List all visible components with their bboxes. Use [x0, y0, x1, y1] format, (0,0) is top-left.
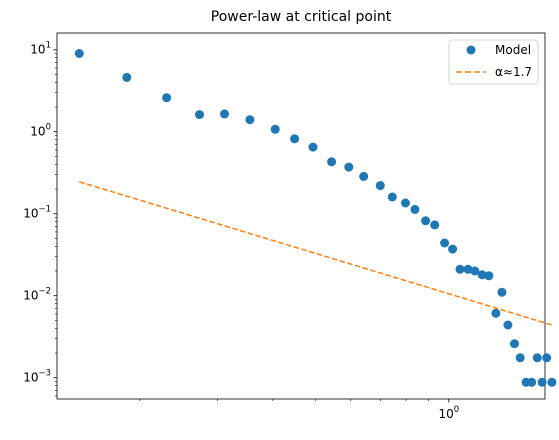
y-tick-label: 10−3	[23, 369, 51, 385]
y-tick-base: 10	[23, 289, 38, 303]
x-tick-label: 100	[438, 405, 459, 421]
model-data-point	[542, 353, 552, 363]
y-tick-label: 101	[30, 41, 51, 57]
power-law-fit-line	[79, 181, 553, 326]
model-data-point	[410, 204, 420, 214]
y-tick-base: 10	[23, 371, 38, 385]
model-data-point	[477, 270, 487, 280]
model-data-point	[510, 339, 519, 349]
model-data-point	[463, 264, 473, 274]
model-data-point	[74, 49, 84, 58]
model-data-point	[344, 162, 354, 172]
model-data-point	[401, 198, 410, 208]
y-tick-exponent: 0	[46, 123, 51, 133]
model-data-point	[220, 109, 229, 119]
y-tick-label: 10−1	[23, 205, 51, 221]
model-data-point	[375, 181, 385, 191]
model-data-point	[455, 264, 465, 274]
model-data-point	[470, 266, 480, 276]
model-data-point	[547, 377, 557, 387]
model-data-point	[484, 271, 494, 281]
model-data-point	[491, 308, 501, 318]
y-tick-exponent: −1	[38, 205, 51, 215]
x-axis: 100	[139, 399, 459, 421]
model-data-point	[448, 244, 458, 254]
legend: Model α≈1.7	[448, 39, 539, 85]
model-data-point	[195, 110, 204, 120]
model-data-point	[327, 157, 337, 167]
model-data-point	[503, 320, 513, 330]
model-data-point	[122, 72, 132, 82]
model-data-point	[308, 142, 318, 152]
model-data-point	[387, 192, 397, 202]
model-data-point	[270, 124, 280, 134]
y-tick-exponent: 1	[46, 41, 51, 51]
model-data-point	[430, 220, 440, 230]
y-tick-base: 10	[23, 207, 38, 221]
y-tick-label: 10−2	[23, 287, 51, 303]
model-data-point	[497, 287, 507, 297]
model-data-point	[440, 238, 450, 248]
y-tick-base: 10	[30, 43, 45, 57]
y-tick-exponent: −3	[38, 369, 51, 379]
y-tick-base: 10	[30, 125, 45, 139]
y-tick-label: 100	[30, 123, 51, 139]
x-tick-base: 10	[438, 407, 453, 421]
model-data-point	[537, 377, 547, 387]
legend-label-model: Model	[495, 43, 531, 57]
legend-marker-model	[466, 45, 476, 55]
model-data-point	[162, 93, 172, 103]
model-data-point	[245, 115, 255, 125]
model-data-point	[532, 353, 542, 363]
series-layer	[74, 49, 557, 387]
model-data-point	[515, 353, 525, 363]
chart-title: Power-law at critical point	[211, 9, 392, 25]
model-data-point	[359, 171, 369, 181]
model-data-point	[290, 134, 300, 144]
y-tick-exponent: −2	[38, 287, 51, 297]
legend-label-alpha: α≈1.7	[495, 65, 532, 79]
model-data-point	[421, 216, 431, 226]
plot-area	[56, 32, 546, 400]
x-tick-exponent: 0	[454, 405, 459, 415]
model-data-point	[527, 377, 537, 387]
